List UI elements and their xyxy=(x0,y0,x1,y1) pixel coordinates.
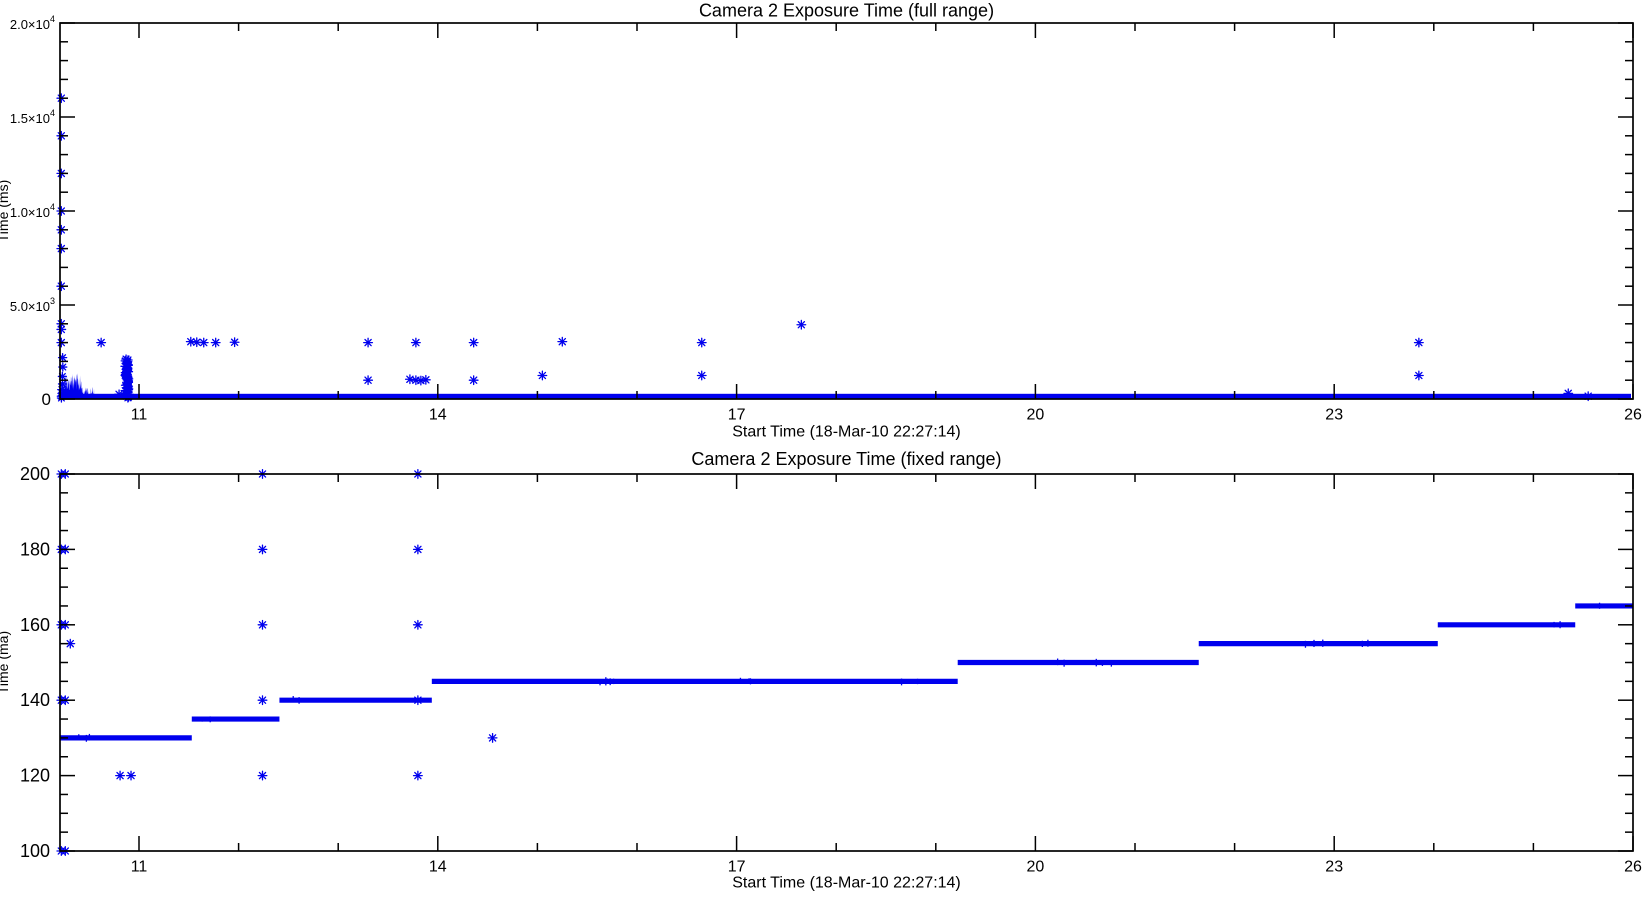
svg-text:2.0×104: 2.0×104 xyxy=(10,14,55,32)
svg-text:180: 180 xyxy=(20,539,50,559)
svg-text:26: 26 xyxy=(1624,407,1642,424)
svg-text:23: 23 xyxy=(1325,407,1343,424)
svg-text:14: 14 xyxy=(429,407,447,424)
svg-text:1.0×104: 1.0×104 xyxy=(10,202,55,220)
svg-text:20: 20 xyxy=(1027,859,1045,876)
svg-text:140: 140 xyxy=(20,690,50,710)
svg-text:160: 160 xyxy=(20,615,50,635)
svg-text:0: 0 xyxy=(42,390,51,409)
svg-text:20: 20 xyxy=(1027,407,1045,424)
svg-text:120: 120 xyxy=(20,766,50,786)
svg-text:Camera 2 Exposure Time (full r: Camera 2 Exposure Time (full range) xyxy=(699,1,994,21)
svg-text:1.5×104: 1.5×104 xyxy=(10,108,55,126)
svg-text:100: 100 xyxy=(20,841,50,861)
svg-text:17: 17 xyxy=(728,859,746,876)
svg-text:17: 17 xyxy=(728,407,746,424)
svg-text:5.0×103: 5.0×103 xyxy=(10,296,55,314)
svg-text:14: 14 xyxy=(429,859,447,876)
svg-text:26: 26 xyxy=(1624,859,1642,876)
svg-text:Start Time (18-Mar-10 22:27:14: Start Time (18-Mar-10 22:27:14) xyxy=(732,875,961,892)
svg-text:23: 23 xyxy=(1325,859,1343,876)
svg-text:Time (ms): Time (ms) xyxy=(0,180,11,242)
svg-text:Time (ma): Time (ma) xyxy=(0,631,11,694)
svg-text:200: 200 xyxy=(20,464,50,484)
svg-text:11: 11 xyxy=(131,859,148,876)
svg-text:Camera 2 Exposure Time (fixed: Camera 2 Exposure Time (fixed range) xyxy=(691,449,1001,469)
svg-text:11: 11 xyxy=(131,407,148,424)
svg-text:Start Time (18-Mar-10 22:27:14: Start Time (18-Mar-10 22:27:14) xyxy=(732,424,961,441)
